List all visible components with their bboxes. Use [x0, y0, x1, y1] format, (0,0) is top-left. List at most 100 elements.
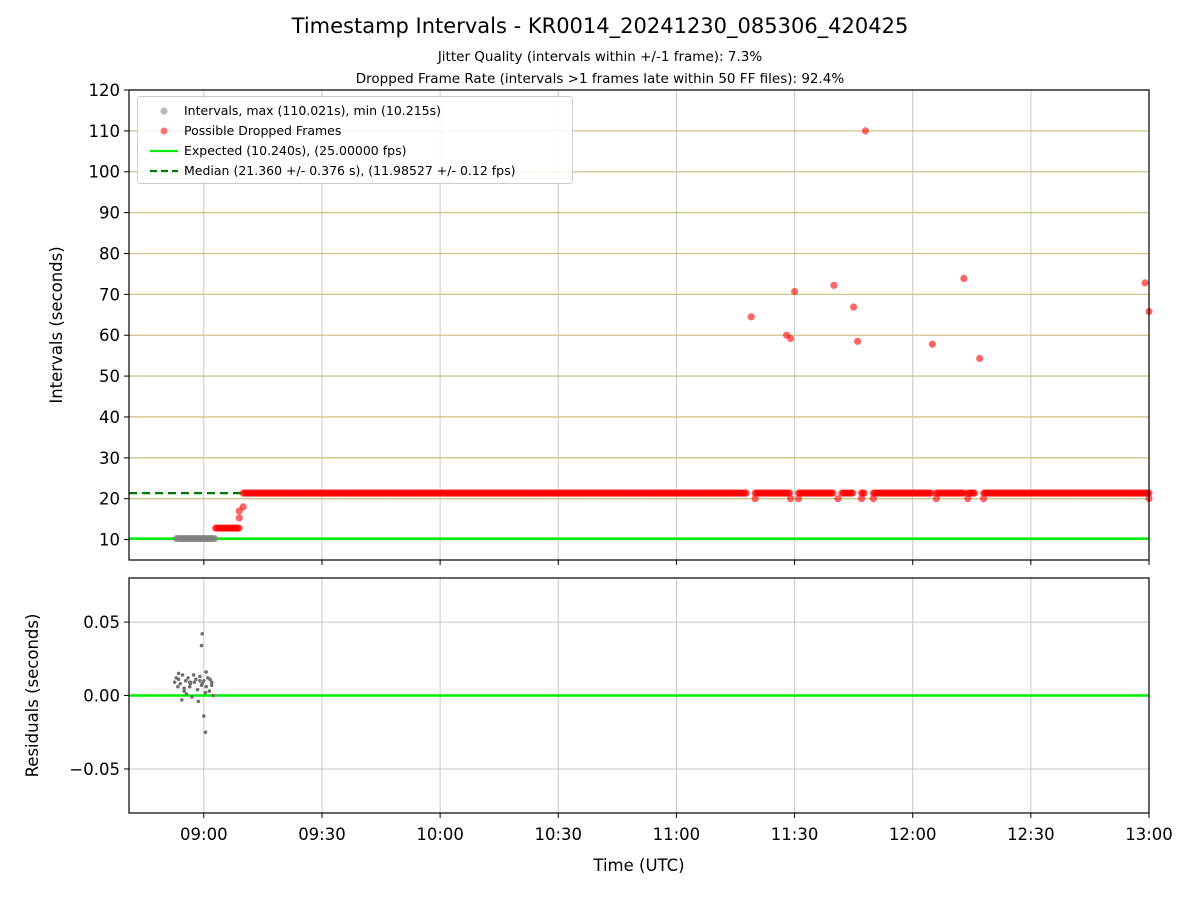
- top-axes-frame: [128, 89, 1150, 561]
- residual-point-36: [204, 670, 208, 674]
- dropped-band-point-0: [235, 524, 243, 532]
- residual-point-28: [202, 714, 206, 718]
- residual-point-2: [176, 684, 180, 689]
- bottom-ytick-label-0: 0.05: [83, 613, 120, 632]
- residual-point-5: [179, 698, 184, 702]
- dropped-band-point-1: [742, 489, 750, 497]
- xtick-label-10:00: 10:00: [416, 825, 464, 844]
- residual-point-10: [182, 686, 186, 690]
- residual-point-22: [198, 674, 202, 679]
- residual-point-9: [180, 673, 185, 677]
- legend-label-intervals: Intervals, max (110.021s), min (10.215s): [184, 103, 441, 118]
- dropped-point-15: [861, 127, 870, 135]
- dropped-point-17: [928, 340, 936, 348]
- bottom-ylabel: Residuals (seconds): [23, 614, 42, 778]
- legend-item-expected: Expected (10.240s), (25.00000 fps): [138, 141, 572, 161]
- dropped-point-8: [790, 287, 799, 296]
- residual-point-32: [203, 730, 208, 735]
- residual-point-30: [200, 632, 205, 636]
- dropped-point-6: [787, 334, 795, 343]
- residual-point-37: [209, 680, 214, 685]
- xtick-label-10:30: 10:30: [534, 825, 582, 844]
- dropped-band-point-4: [849, 489, 857, 497]
- top-ytick-label-110: 110: [89, 122, 121, 141]
- top-ytick-label-120: 120: [89, 81, 121, 100]
- residual-point-21: [192, 680, 197, 685]
- residual-point-35: [207, 689, 212, 693]
- legend-marker-expected: [150, 149, 178, 153]
- residual-point-7: [182, 689, 186, 693]
- residual-point-20: [195, 687, 200, 692]
- dropped-point-3: [747, 313, 755, 321]
- legend-marker-dropped: [160, 127, 168, 135]
- top-ytick-label-90: 90: [99, 204, 120, 223]
- xlabel: Time (UTC): [592, 856, 684, 875]
- xtick-label-13:00: 13:00: [1125, 825, 1173, 844]
- xtick-label-09:30: 09:30: [298, 825, 346, 844]
- dropped-band-point-6: [927, 489, 935, 497]
- top-ytick-label-100: 100: [89, 163, 121, 182]
- dropped-point-20: [964, 495, 972, 503]
- residual-point-4: [178, 681, 182, 686]
- legend-item-median: Median (21.360 +/- 0.376 s), (11.98527 +…: [138, 161, 572, 181]
- top-ytick-label-30: 30: [99, 449, 120, 468]
- top-ytick-label-50: 50: [99, 367, 120, 386]
- top-ytick-label-60: 60: [99, 326, 120, 345]
- residual-point-39: [208, 677, 212, 682]
- residual-point-18: [188, 680, 193, 685]
- residual-point-12: [184, 692, 189, 696]
- xtick-label-12:00: 12:00: [889, 825, 937, 844]
- dropped-point-18: [932, 495, 940, 503]
- dropped-point-21: [976, 354, 984, 363]
- legend-label-median: Median (21.360 +/- 0.376 s), (11.98527 +…: [184, 163, 516, 178]
- dropped-band-point-2: [786, 489, 794, 497]
- legend-item-dropped: Possible Dropped Frames: [138, 121, 572, 141]
- dropped-point-23: [1141, 279, 1149, 287]
- bottom-ytick-label-1: 0.00: [83, 687, 120, 706]
- legend-label-expected: Expected (10.240s), (25.00000 fps): [184, 143, 407, 158]
- chart-subtitle-jitter: Jitter Quality (intervals within +/-1 fr…: [437, 49, 763, 65]
- interval-point: [211, 534, 219, 543]
- bottom-ytick-label-2: −0.05: [69, 760, 120, 779]
- dropped-point-22: [979, 495, 988, 503]
- dropped-point-13: [853, 337, 862, 345]
- residual-point-8: [183, 679, 188, 683]
- xtick-label-09:00: 09:00: [180, 825, 228, 844]
- xtick-label-11:30: 11:30: [771, 825, 819, 844]
- dropped-point-19: [960, 274, 968, 283]
- residual-point-27: [200, 681, 205, 686]
- residual-point-0: [172, 680, 177, 685]
- dropped-point-12: [850, 303, 858, 311]
- residual-point-16: [190, 695, 194, 699]
- dropped-point-9: [794, 495, 803, 503]
- chart-title: Timestamp Intervals - KR0014_20241230_08…: [291, 14, 909, 38]
- residual-point-38: [211, 693, 216, 698]
- dropped-point-0: [235, 514, 243, 522]
- legend: Intervals, max (110.021s), min (10.215s)…: [137, 96, 573, 184]
- residual-point-40: [209, 683, 214, 688]
- top-ytick-label-20: 20: [99, 490, 120, 509]
- residual-point-19: [194, 677, 198, 682]
- top-ylabel: Intervals (seconds): [47, 246, 66, 403]
- dropped-band-point-8: [971, 489, 979, 497]
- xtick-label-11:00: 11:00: [653, 825, 701, 844]
- residual-point-29: [203, 690, 208, 695]
- residual-point-14: [187, 684, 192, 689]
- dropped-point-2: [239, 503, 247, 511]
- residual-point-17: [191, 673, 196, 677]
- top-ytick-label-40: 40: [99, 408, 120, 427]
- dropped-point-4: [751, 495, 759, 503]
- top-ytick-label-10: 10: [99, 531, 120, 550]
- residual-point-3: [176, 671, 181, 676]
- residual-point-26: [199, 643, 204, 648]
- dropped-point-7: [787, 495, 795, 503]
- top-ytick-label-70: 70: [99, 285, 120, 304]
- dropped-point-14: [857, 495, 866, 503]
- dropped-band-point-5: [860, 489, 868, 497]
- legend-item-intervals: Intervals, max (110.021s), min (10.215s): [138, 101, 572, 121]
- residual-point-33: [204, 684, 208, 689]
- legend-marker-intervals: [160, 107, 168, 115]
- residual-point-24: [196, 699, 201, 704]
- residual-point-6: [176, 677, 181, 682]
